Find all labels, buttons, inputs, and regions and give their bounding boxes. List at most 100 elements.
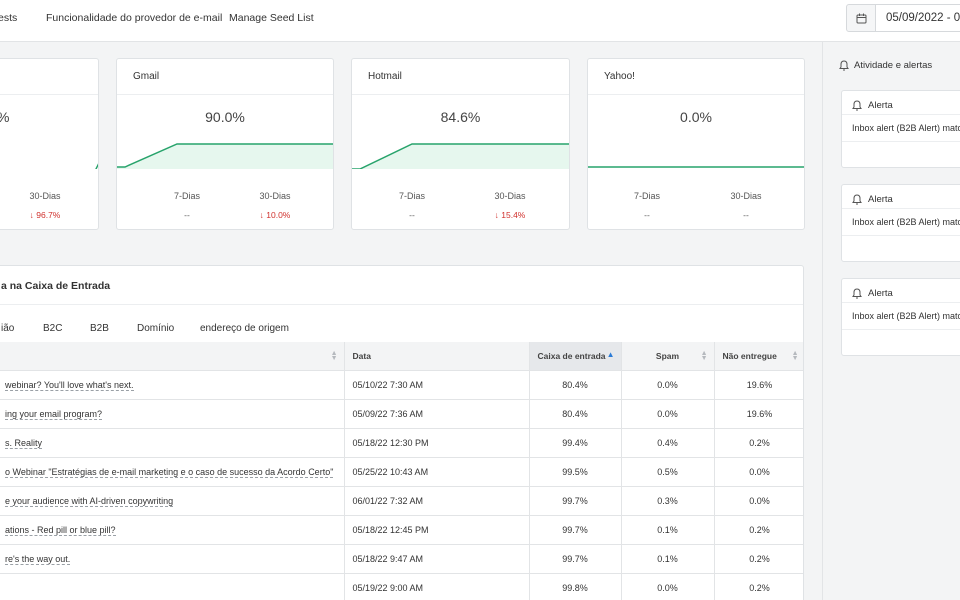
missing-cell: 0.2%: [714, 428, 803, 458]
date-range-input[interactable]: 05/09/2022 - 06: [875, 4, 960, 32]
inbox-cell: 99.7%: [529, 515, 622, 545]
alert-title: Alerta: [868, 288, 893, 299]
missing-cell: 0.2%: [714, 544, 803, 574]
date-cell: 05/25/22 10:43 AM: [344, 457, 530, 487]
inbox-cell: 99.7%: [529, 486, 622, 516]
column-header-spam[interactable]: Spam ▲ ▼: [621, 342, 715, 371]
calendar-button[interactable]: [846, 4, 876, 32]
card-value: %: [0, 109, 9, 125]
card-title: Gmail: [117, 59, 333, 95]
missing-cell: 19.6%: [714, 399, 803, 429]
date-cell: 05/18/22 12:45 PM: [344, 515, 530, 545]
stat-value-trend-down: ↓ 10.0%: [259, 210, 291, 220]
stat-30-days: 30-Dias --: [716, 191, 776, 220]
table-row[interactable]: re's the way out. 05/18/22 9:47 AM 99.7% 0.…: [0, 544, 803, 574]
subject-cell[interactable]: [0, 573, 345, 600]
nav-tab-manage-seed-list[interactable]: Manage Seed List: [229, 12, 314, 24]
tab-campaign[interactable]: ião: [1, 323, 15, 334]
results-table: ▲ ▼ Data Caixa de entrada ▲ Spam ▲ ▼ Não ent…: [0, 342, 803, 600]
inbox-cell: 80.4%: [529, 399, 622, 429]
divider: [0, 304, 803, 305]
inbox-cell: 80.4%: [529, 370, 622, 400]
stat-30-days: 30-Dias ↓ 96.7%: [15, 191, 75, 220]
card-title: Hotmail: [352, 59, 569, 95]
tab-b2b[interactable]: B2B: [90, 323, 109, 334]
card-sparkline: [352, 143, 569, 169]
bell-icon: [852, 100, 862, 111]
table-row[interactable]: s. Reality 05/18/22 12:30 PM 99.4% 0.4% 0.2%: [0, 428, 803, 458]
subject-cell[interactable]: ing your email program?: [0, 399, 345, 429]
subject-cell[interactable]: e your audience with AI-driven copywriti…: [0, 486, 345, 516]
stat-label: 30-Dias: [29, 191, 61, 201]
subject-cell[interactable]: webinar? You'll love what's next.: [0, 370, 345, 400]
tab-domain[interactable]: Domínio: [137, 323, 175, 334]
stat-30-days: 30-Dias ↓ 10.0%: [245, 191, 305, 220]
card-value: 90.0%: [205, 109, 245, 125]
card-title: Yahoo!: [588, 59, 804, 95]
alert-header: Alerta: [842, 91, 960, 115]
spam-cell: 0.3%: [621, 486, 715, 516]
tab-b2c[interactable]: B2C: [43, 323, 63, 334]
stat-value: --: [184, 210, 190, 220]
stat-value: --: [409, 210, 415, 220]
missing-cell: 0.2%: [714, 515, 803, 545]
spam-cell: 0.0%: [621, 399, 715, 429]
table-row[interactable]: o Webinar "Estratégias de e-mail marketi…: [0, 457, 803, 487]
sort-icon: ▲ ▼: [700, 350, 708, 362]
card-hotmail: Hotmail 84.6% 7-Dias -- 30-Dias ↓ 15.4%: [351, 58, 570, 230]
missing-cell: 0.2%: [714, 573, 803, 600]
column-header-date[interactable]: Data: [344, 342, 530, 371]
stat-30-days: 30-Dias ↓ 15.4%: [480, 191, 540, 220]
sidebar-title: Atividade e alertas: [839, 60, 932, 71]
column-header-missing[interactable]: Não entregue ▲ ▼: [714, 342, 803, 371]
inbox-cell: 99.7%: [529, 544, 622, 574]
panel-title: a na Caixa de Entrada: [1, 280, 111, 292]
subject-cell[interactable]: o Webinar "Estratégias de e-mail marketi…: [0, 457, 345, 487]
table-row[interactable]: webinar? You'll love what's next. 05/10/2…: [0, 370, 803, 400]
card-title: [0, 59, 98, 95]
spam-cell: 0.1%: [621, 544, 715, 574]
column-header-inbox[interactable]: Caixa de entrada ▲: [529, 342, 622, 371]
stat-label: 7-Dias: [633, 191, 660, 201]
alert-text: Inbox alert (B2B Alert) matc: [842, 115, 960, 142]
date-cell: 05/10/22 7:30 AM: [344, 370, 530, 400]
card-value: 0.0%: [680, 109, 712, 125]
tab-from-address[interactable]: endereço de origem: [200, 323, 289, 334]
spam-cell: 0.5%: [621, 457, 715, 487]
table-row[interactable]: e your audience with AI-driven copywriti…: [0, 486, 803, 516]
inbox-cell: 99.4%: [529, 428, 622, 458]
alert-text: Inbox alert (B2B Alert) matc: [842, 303, 960, 330]
date-cell: 06/01/22 7:32 AM: [344, 486, 530, 516]
subject-cell[interactable]: s. Reality: [0, 428, 345, 458]
missing-cell: 19.6%: [714, 370, 803, 400]
table-row[interactable]: ing your email program? 05/09/22 7:36 AM 8…: [0, 399, 803, 429]
date-cell: 05/18/22 9:47 AM: [344, 544, 530, 574]
alert-text: Inbox alert (B2B Alert) matc: [842, 209, 960, 236]
sort-icon: ▲ ▼: [791, 350, 799, 362]
alert-title: Alerta: [868, 194, 893, 205]
table-row[interactable]: ations - Red pill or blue pill? 05/18/22 …: [0, 515, 803, 545]
column-header-subject[interactable]: ▲ ▼: [0, 342, 345, 371]
sort-ascending-icon: ▲: [606, 350, 615, 359]
stat-7-days: 7-Dias --: [617, 191, 677, 220]
missing-cell: 0.0%: [714, 486, 803, 516]
nav-tab-tests[interactable]: ests: [0, 12, 18, 24]
stat-label: 30-Dias: [730, 191, 762, 201]
table-row[interactable]: 05/19/22 9:00 AM 99.8% 0.0% 0.2%: [0, 573, 803, 600]
inbox-cell: 99.8%: [529, 573, 622, 600]
alert-header: Alerta: [842, 185, 960, 209]
stat-value: --: [743, 210, 749, 220]
stat-value-trend-down: ↓ 96.7%: [29, 210, 61, 220]
date-cell: 05/09/22 7:36 AM: [344, 399, 530, 429]
table-header-row: ▲ ▼ Data Caixa de entrada ▲ Spam ▲ ▼ Não ent…: [0, 342, 803, 371]
date-cell: 05/19/22 9:00 AM: [344, 573, 530, 600]
nav-tab-provider-functionality[interactable]: Funcionalidade do provedor de e-mail: [46, 12, 223, 24]
stat-label: 7-Dias: [173, 191, 200, 201]
subject-cell[interactable]: ations - Red pill or blue pill?: [0, 515, 345, 545]
card-sparkline: [588, 166, 804, 168]
subject-cell[interactable]: re's the way out.: [0, 544, 345, 574]
spam-cell: 0.0%: [621, 370, 715, 400]
